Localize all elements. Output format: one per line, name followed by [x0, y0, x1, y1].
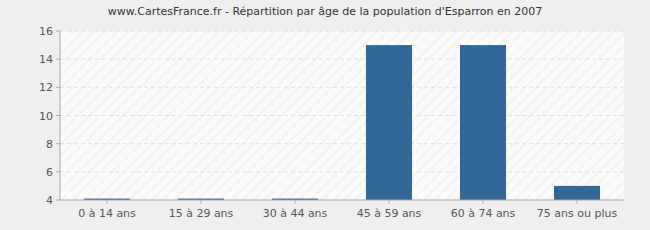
- bar: [366, 45, 412, 200]
- title: www.CartesFrance.fr - Répartition par âg…: [108, 5, 543, 18]
- y-tick: [56, 171, 60, 172]
- y-tick: [56, 59, 60, 60]
- x-tick-label: 30 à 44 ans: [263, 207, 328, 220]
- grid-line: [60, 87, 624, 88]
- x-tick-label: 45 à 59 ans: [357, 207, 422, 220]
- plot-area: [60, 31, 624, 200]
- y-tick: [56, 143, 60, 144]
- y-tick-label: 8: [46, 138, 53, 151]
- x-tick: [107, 200, 108, 204]
- x-tick: [483, 200, 484, 204]
- x-tick-label: 75 ans ou plus: [537, 207, 618, 220]
- x-tick-label: 0 à 14 ans: [78, 207, 136, 220]
- y-tick: [56, 115, 60, 116]
- y-tick-label: 16: [39, 25, 53, 38]
- grid-line: [60, 115, 624, 116]
- y-tick-label: 12: [39, 81, 53, 94]
- grid-line: [60, 31, 624, 32]
- grid-line: [60, 143, 624, 144]
- bar: [460, 45, 506, 200]
- grid-line: [60, 200, 624, 201]
- y-axis: [60, 31, 61, 200]
- chart-container: www.CartesFrance.fr - Répartition par âg…: [0, 0, 650, 230]
- bars: [84, 45, 600, 200]
- x-tick: [295, 200, 296, 204]
- x-tick: [201, 200, 202, 204]
- x-tick: [577, 200, 578, 204]
- grid-line: [60, 171, 624, 172]
- x-tick-label: 15 à 29 ans: [169, 207, 234, 220]
- y-tick-label: 4: [46, 194, 53, 207]
- background: [0, 0, 650, 230]
- y-tick-label: 14: [39, 53, 53, 66]
- y-tick-label: 6: [46, 166, 53, 179]
- y-tick: [56, 200, 60, 201]
- y-tick: [56, 87, 60, 88]
- x-tick: [389, 200, 390, 204]
- chart-svg: www.CartesFrance.fr - Répartition par âg…: [0, 0, 650, 230]
- bar: [554, 186, 600, 200]
- grid-line: [60, 59, 624, 60]
- x-tick-label: 60 à 74 ans: [451, 207, 516, 220]
- y-tick-label: 10: [39, 110, 53, 123]
- x-axis: [60, 200, 624, 201]
- y-tick: [56, 31, 60, 32]
